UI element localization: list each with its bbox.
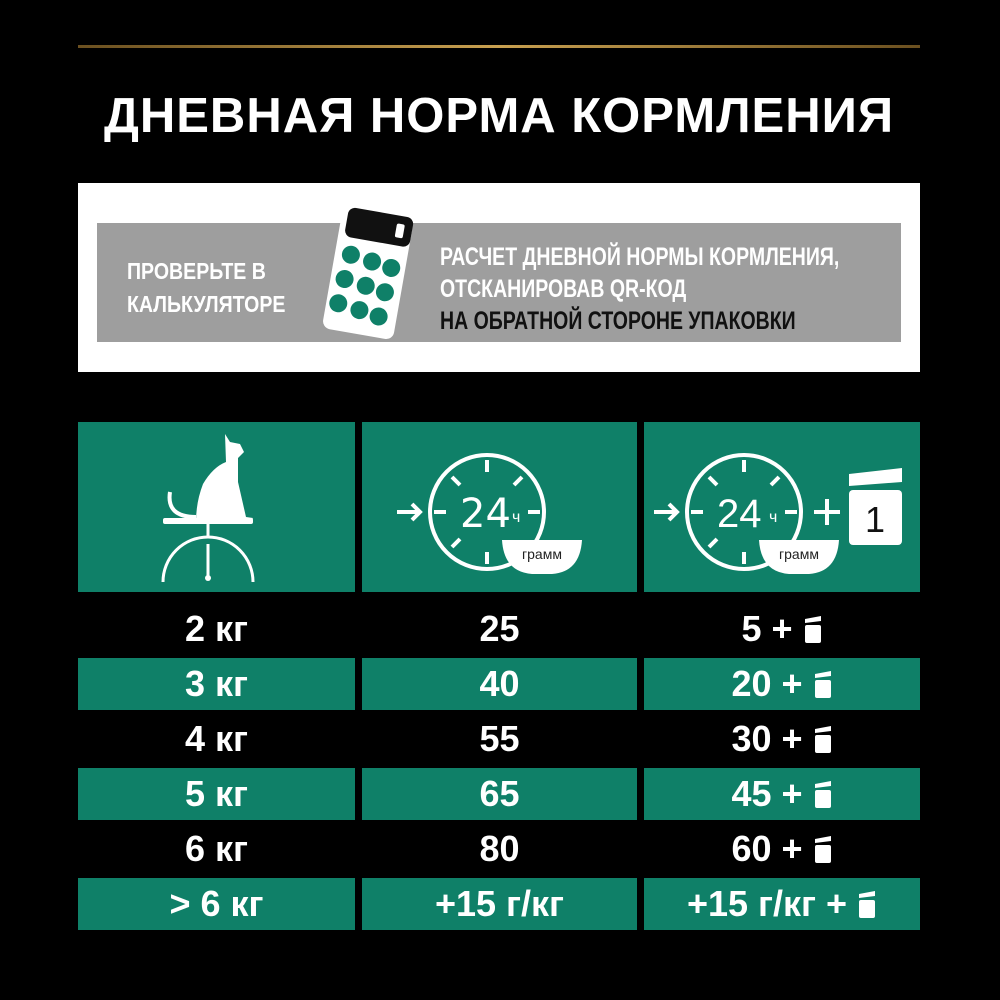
- dry-value: 55: [479, 718, 520, 759]
- table-cell-mixed: 5 +: [644, 603, 920, 655]
- clock-bowl-icon: 24 ч грамм: [397, 453, 582, 574]
- weight-value: 2 кг: [184, 608, 249, 649]
- header-weight: [78, 422, 355, 592]
- table-cell-mixed: 45 +: [644, 768, 920, 820]
- weight-value: 3 кг: [184, 663, 249, 704]
- gold-divider: [78, 45, 920, 48]
- header-mixed-food: 24 ч грамм 1: [644, 422, 920, 592]
- pouch-count: 1: [865, 499, 885, 540]
- dry-value: 40: [479, 663, 520, 704]
- mixed-value: 5 +: [741, 608, 793, 649]
- banner-info-text: РАСЧЕТ ДНЕВНОЙ НОРМЫ КОРМЛЕНИЯ, ОТСКАНИР…: [440, 243, 840, 335]
- dry-value: 25: [479, 608, 520, 649]
- dry-value: +15 г/кг: [434, 883, 565, 924]
- gram-label: грамм: [779, 546, 819, 562]
- weight-value: 5 кг: [184, 773, 249, 814]
- pouch-icon: [814, 671, 831, 698]
- table-cell-mixed: +15 г/кг +: [644, 878, 920, 930]
- table-cell-weight: 5 кг: [78, 768, 355, 820]
- pouch-icon: [814, 781, 831, 808]
- hours-label: 24: [717, 492, 762, 536]
- weight-value: > 6 кг: [169, 883, 264, 924]
- calculator-banner: ПРОВЕРЬТЕ В КАЛЬКУЛЯТОРЕ РАСЧЕТ ДНЕВНОЙ …: [78, 183, 920, 372]
- mixed-value: 20 +: [731, 663, 803, 704]
- mixed-value: 60 +: [731, 828, 803, 869]
- weight-value: 4 кг: [184, 718, 249, 759]
- dry-value: 65: [479, 773, 520, 814]
- table-cell-weight: 4 кг: [78, 713, 355, 765]
- pouch-icon: [814, 836, 831, 863]
- calculator-icon: [323, 207, 414, 340]
- check-calculator-text: ПРОВЕРЬТЕ В КАЛЬКУЛЯТОРЕ: [127, 258, 286, 317]
- hours-label: 24: [460, 491, 511, 537]
- table-cell-mixed: 20 +: [644, 658, 920, 710]
- mixed-value: +15 г/кг +: [686, 883, 848, 924]
- banner-gray-band: ПРОВЕРЬТЕ В КАЛЬКУЛЯТОРЕ РАСЧЕТ ДНЕВНОЙ …: [97, 223, 901, 342]
- weight-value: 6 кг: [184, 828, 249, 869]
- table-cell-mixed: 60 +: [644, 823, 920, 875]
- hours-unit: ч: [512, 509, 520, 526]
- table-cell-weight: > 6 кг: [78, 878, 355, 930]
- pouch-icon: [804, 616, 821, 643]
- header-dry-food: 24 ч грамм: [362, 422, 637, 592]
- cat-on-scale-icon: [161, 434, 255, 583]
- table-cell-weight: 6 кг: [78, 823, 355, 875]
- mixed-value: 30 +: [731, 718, 803, 759]
- hours-unit: ч: [769, 509, 777, 526]
- table-cell-weight: 3 кг: [78, 658, 355, 710]
- gram-label: грамм: [522, 546, 562, 562]
- table-cell-dry: 65: [362, 768, 637, 820]
- table-cell-dry: 55: [362, 713, 637, 765]
- mixed-value: 45 +: [731, 773, 803, 814]
- table-cell-dry: 80: [362, 823, 637, 875]
- table-cell-mixed: 30 +: [644, 713, 920, 765]
- table-cell-dry: +15 г/кг: [362, 878, 637, 930]
- dry-value: 80: [479, 828, 520, 869]
- table-cell-dry: 25: [362, 603, 637, 655]
- page-title: ДНЕВНАЯ НОРМА КОРМЛЕНИЯ: [103, 89, 895, 143]
- pouch-icon: [859, 891, 876, 918]
- table-cell-weight: 2 кг: [78, 603, 355, 655]
- clock-bowl-pouch-icon: 24 ч грамм 1: [654, 453, 902, 574]
- table-cell-dry: 40: [362, 658, 637, 710]
- pouch-icon: [814, 726, 831, 753]
